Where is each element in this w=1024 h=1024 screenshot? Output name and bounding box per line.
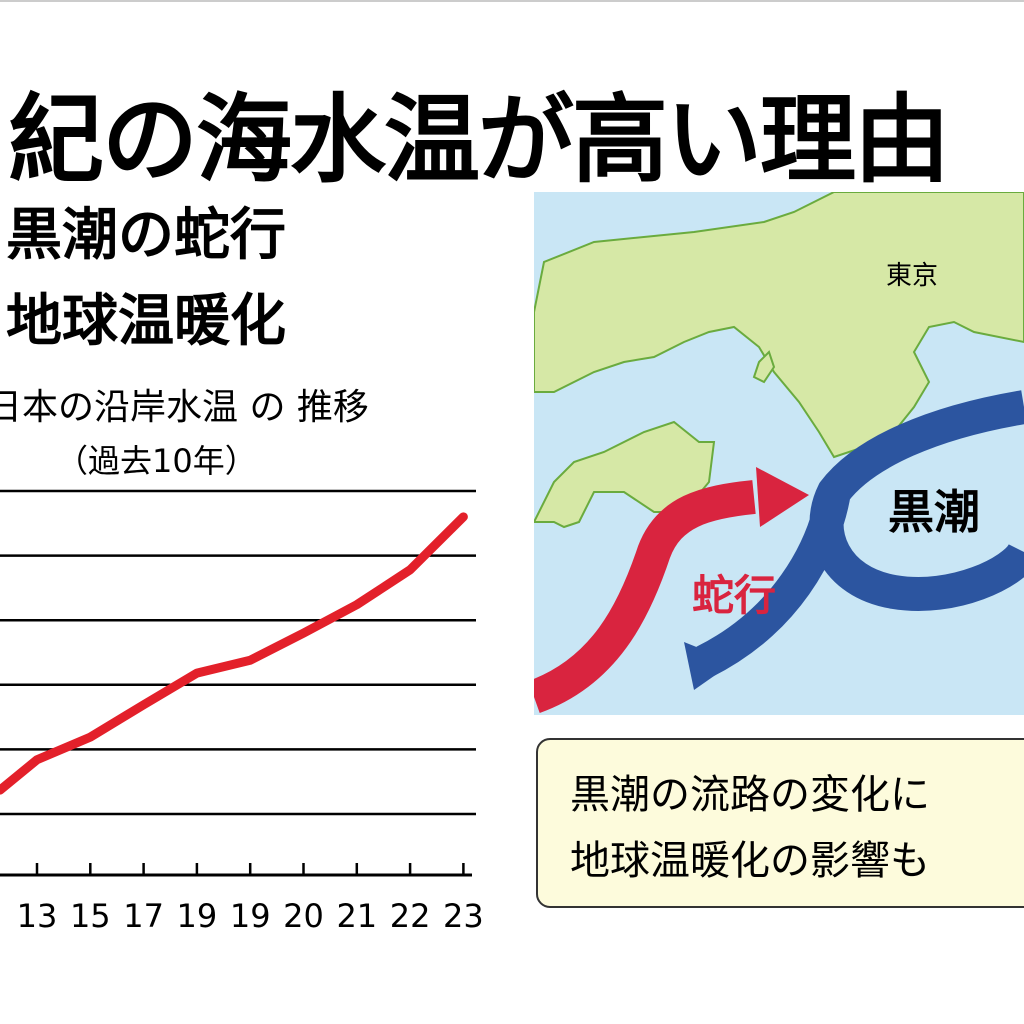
kuroshio-map: 東京 黒潮 蛇行 bbox=[534, 192, 1024, 715]
meander-label: 蛇行 bbox=[692, 571, 776, 620]
meander-arrowhead bbox=[756, 467, 809, 527]
kuroshio-arrowhead bbox=[684, 642, 734, 690]
x-tick-label: 19 bbox=[230, 897, 271, 935]
land-shikoku bbox=[534, 420, 716, 529]
chart-subtitle: （過去10年） bbox=[56, 442, 257, 480]
x-tick-label: 15 bbox=[70, 897, 111, 935]
meander-arrow bbox=[534, 480, 756, 714]
temperature-series-line bbox=[0, 512, 468, 795]
top-border bbox=[0, 0, 1024, 2]
chart-title: 日本の沿岸水温 の 推移 bbox=[0, 387, 369, 428]
temperature-line-chart: 13 15 17 19 19 20 21 22 23 bbox=[0, 489, 484, 935]
page-title: 紀の海水温が高い理由 bbox=[8, 84, 950, 196]
x-tick-label: 19 bbox=[177, 897, 218, 935]
reason-kuroshio-meander: 黒潮の蛇行 bbox=[6, 203, 286, 268]
kuroshio-current-arrow bbox=[696, 390, 1024, 678]
land-awaji bbox=[752, 350, 776, 384]
x-tick-label: 17 bbox=[123, 897, 164, 935]
kuroshio-label: 黒潮 bbox=[888, 485, 980, 539]
x-tick-label: 21 bbox=[336, 897, 377, 935]
x-tick-label: 22 bbox=[390, 897, 431, 935]
callout-line-2: 地球温暖化の影響も bbox=[570, 838, 930, 884]
x-tick-label: 13 bbox=[17, 897, 58, 935]
callout-line-1: 黒潮の流路の変化に bbox=[570, 772, 930, 818]
x-tick-label: 23 bbox=[443, 897, 484, 935]
tokyo-label: 東京 bbox=[886, 261, 938, 291]
reason-global-warming: 地球温暖化 bbox=[6, 289, 286, 354]
callout-box: 黒潮の流路の変化に 地球温暖化の影響も bbox=[536, 738, 1024, 908]
x-tick-label: 20 bbox=[283, 897, 324, 935]
